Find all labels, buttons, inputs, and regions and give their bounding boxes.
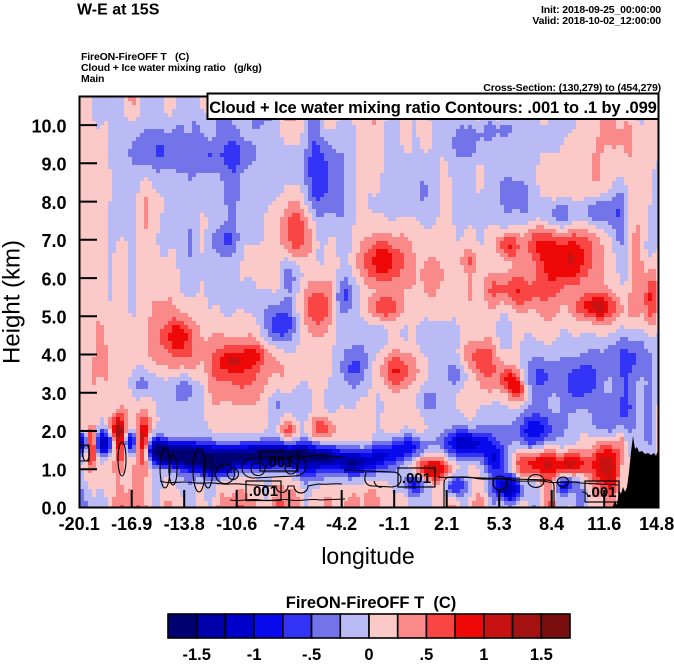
svg-text:.001: .001 <box>587 484 616 501</box>
svg-text:5.0: 5.0 <box>41 308 66 328</box>
svg-text:9.0: 9.0 <box>41 155 66 175</box>
svg-text:3.0: 3.0 <box>41 384 66 404</box>
svg-text:Cross-Section: (130,279) to (4: Cross-Section: (130,279) to (454,279) <box>483 82 661 94</box>
svg-text:-13.8: -13.8 <box>164 514 205 534</box>
svg-text:14.8: 14.8 <box>639 514 674 534</box>
svg-text:Valid: 2018-10-02_12:00:00: Valid: 2018-10-02_12:00:00 <box>532 15 661 27</box>
svg-text:-1.5: -1.5 <box>182 646 210 664</box>
svg-text:8.0: 8.0 <box>41 193 66 213</box>
svg-text:11.6: 11.6 <box>587 514 621 534</box>
svg-text:1.5: 1.5 <box>530 646 553 664</box>
svg-text:-4.2: -4.2 <box>326 514 357 534</box>
svg-text:7.0: 7.0 <box>41 231 66 251</box>
svg-text:4.0: 4.0 <box>41 346 66 366</box>
svg-text:-1: -1 <box>247 646 262 664</box>
svg-text:Init: 2018-09-25_00:00:00: Init: 2018-09-25_00:00:00 <box>541 4 661 16</box>
svg-text:2.1: 2.1 <box>434 514 459 534</box>
svg-text:Height (km): Height (km) <box>0 240 26 364</box>
svg-text:0: 0 <box>364 646 373 664</box>
svg-text:FireON-FireOFF T (C): FireON-FireOFF T (C) <box>81 51 189 63</box>
svg-text:Main: Main <box>81 73 104 85</box>
svg-text:0.0: 0.0 <box>41 499 66 519</box>
svg-text:.001: .001 <box>249 483 278 500</box>
svg-text:.001: .001 <box>402 470 431 487</box>
svg-text:8.4: 8.4 <box>539 514 564 534</box>
svg-text:-20.1: -20.1 <box>59 514 100 534</box>
svg-text:-7.4: -7.4 <box>274 514 305 534</box>
svg-text:-16.9: -16.9 <box>111 514 152 534</box>
svg-text:2.0: 2.0 <box>41 422 66 442</box>
svg-text:W-E at 15S: W-E at 15S <box>77 2 160 19</box>
svg-text:Cloud + Ice water mixing ratio: Cloud + Ice water mixing ratio Contours:… <box>209 99 657 117</box>
svg-text:Cloud + Ice water mixing ratio: Cloud + Ice water mixing ratio (g/kg) <box>81 62 262 74</box>
svg-text:longitude: longitude <box>321 543 414 569</box>
svg-text:5.3: 5.3 <box>487 514 512 534</box>
svg-text:.5: .5 <box>420 646 434 664</box>
svg-text:-.5: -.5 <box>302 646 321 664</box>
svg-text:-1.1: -1.1 <box>379 514 410 534</box>
svg-text:1: 1 <box>479 646 488 664</box>
svg-text:6.0: 6.0 <box>41 269 66 289</box>
svg-text:1.0: 1.0 <box>41 461 66 481</box>
svg-text:-10.6: -10.6 <box>216 514 257 534</box>
svg-text:FireON-FireOFF T (C): FireON-FireOFF T (C) <box>286 594 457 612</box>
svg-text:10.0: 10.0 <box>31 116 66 136</box>
svg-text:.001: .001 <box>264 454 293 471</box>
